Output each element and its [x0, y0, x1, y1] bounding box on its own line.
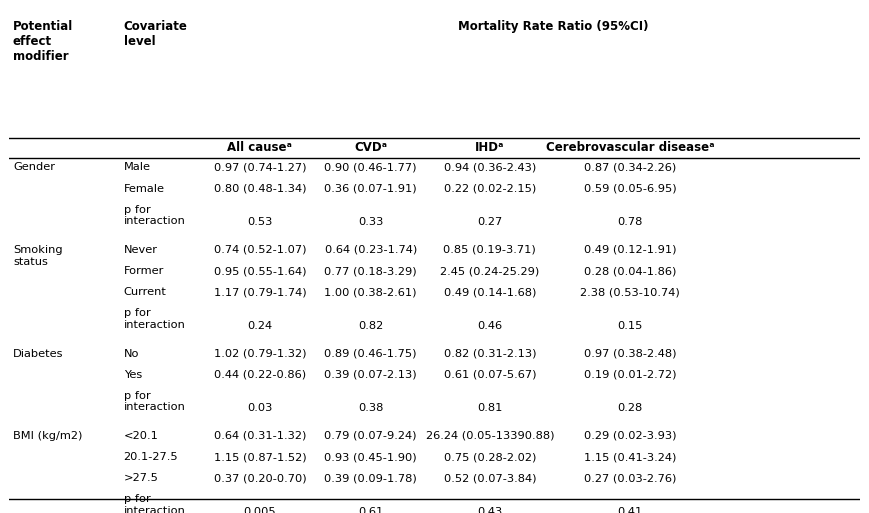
Text: Yes: Yes: [123, 370, 142, 380]
Text: 1.02 (0.79-1.32): 1.02 (0.79-1.32): [214, 348, 306, 359]
Text: 0.28: 0.28: [618, 403, 643, 413]
Text: Potential
effect
modifier: Potential effect modifier: [13, 20, 73, 63]
Text: 0.95 (0.55-1.64): 0.95 (0.55-1.64): [214, 266, 306, 276]
Text: 0.43: 0.43: [477, 507, 502, 513]
Text: 0.39 (0.09-1.78): 0.39 (0.09-1.78): [324, 473, 417, 483]
Text: 0.29 (0.02-3.93): 0.29 (0.02-3.93): [584, 431, 677, 441]
Text: 0.82: 0.82: [358, 321, 383, 331]
Text: 0.80 (0.48-1.34): 0.80 (0.48-1.34): [214, 184, 306, 193]
Text: 0.46: 0.46: [477, 321, 502, 331]
Text: 0.49 (0.12-1.91): 0.49 (0.12-1.91): [584, 245, 677, 255]
Text: 0.15: 0.15: [618, 321, 643, 331]
Text: 26.24 (0.05-13390.88): 26.24 (0.05-13390.88): [426, 431, 554, 441]
Text: BMI (kg/m2): BMI (kg/m2): [13, 431, 83, 441]
Text: 0.64 (0.23-1.74): 0.64 (0.23-1.74): [324, 245, 417, 255]
Text: 0.03: 0.03: [247, 403, 273, 413]
Text: Diabetes: Diabetes: [13, 348, 63, 359]
Text: Never: Never: [123, 245, 157, 255]
Text: 1.17 (0.79-1.74): 1.17 (0.79-1.74): [214, 287, 306, 297]
Text: 0.87 (0.34-2.26): 0.87 (0.34-2.26): [584, 163, 676, 172]
Text: 0.38: 0.38: [358, 403, 383, 413]
Text: >27.5: >27.5: [123, 473, 158, 483]
Text: 2.45 (0.24-25.29): 2.45 (0.24-25.29): [441, 266, 540, 276]
Text: p for
interaction: p for interaction: [123, 308, 186, 330]
Text: 1.00 (0.38-2.61): 1.00 (0.38-2.61): [324, 287, 417, 297]
Text: Current: Current: [123, 287, 167, 297]
Text: Cerebrovascular diseaseᵃ: Cerebrovascular diseaseᵃ: [546, 141, 714, 154]
Text: 0.005: 0.005: [243, 507, 276, 513]
Text: 0.85 (0.19-3.71): 0.85 (0.19-3.71): [443, 245, 536, 255]
Text: Smoking
status: Smoking status: [13, 245, 63, 267]
Text: 0.37 (0.20-0.70): 0.37 (0.20-0.70): [214, 473, 306, 483]
Text: 0.52 (0.07-3.84): 0.52 (0.07-3.84): [443, 473, 536, 483]
Text: 0.22 (0.02-2.15): 0.22 (0.02-2.15): [444, 184, 536, 193]
Text: 0.89 (0.46-1.75): 0.89 (0.46-1.75): [324, 348, 417, 359]
Text: CVDᵃ: CVDᵃ: [355, 141, 387, 154]
Text: <20.1: <20.1: [123, 431, 158, 441]
Text: 0.36 (0.07-1.91): 0.36 (0.07-1.91): [324, 184, 417, 193]
Text: 20.1-27.5: 20.1-27.5: [123, 452, 178, 462]
Text: 0.77 (0.18-3.29): 0.77 (0.18-3.29): [324, 266, 417, 276]
Text: 0.81: 0.81: [477, 403, 502, 413]
Text: Female: Female: [123, 184, 164, 193]
Text: p for
interaction: p for interaction: [123, 205, 186, 226]
Text: 0.39 (0.07-2.13): 0.39 (0.07-2.13): [324, 370, 417, 380]
Text: 0.61 (0.07-5.67): 0.61 (0.07-5.67): [443, 370, 536, 380]
Text: 1.15 (0.41-3.24): 1.15 (0.41-3.24): [584, 452, 677, 462]
Text: p for
interaction: p for interaction: [123, 495, 186, 513]
Text: Former: Former: [123, 266, 164, 276]
Text: 0.44 (0.22-0.86): 0.44 (0.22-0.86): [214, 370, 306, 380]
Text: No: No: [123, 348, 139, 359]
Text: 0.24: 0.24: [248, 321, 273, 331]
Text: 0.90 (0.46-1.77): 0.90 (0.46-1.77): [324, 163, 417, 172]
Text: IHDᵃ: IHDᵃ: [475, 141, 505, 154]
Text: 0.82 (0.31-2.13): 0.82 (0.31-2.13): [443, 348, 536, 359]
Text: 0.93 (0.45-1.90): 0.93 (0.45-1.90): [324, 452, 417, 462]
Text: Gender: Gender: [13, 163, 55, 172]
Text: 0.28 (0.04-1.86): 0.28 (0.04-1.86): [584, 266, 677, 276]
Text: All causeᵃ: All causeᵃ: [228, 141, 292, 154]
Text: 0.41: 0.41: [618, 507, 643, 513]
Text: 0.78: 0.78: [618, 218, 643, 227]
Text: 0.97 (0.38-2.48): 0.97 (0.38-2.48): [584, 348, 677, 359]
Text: 0.75 (0.28-2.02): 0.75 (0.28-2.02): [444, 452, 536, 462]
Text: 0.27 (0.03-2.76): 0.27 (0.03-2.76): [584, 473, 677, 483]
Text: 0.97 (0.74-1.27): 0.97 (0.74-1.27): [214, 163, 306, 172]
Text: Male: Male: [123, 163, 150, 172]
Text: p for
interaction: p for interaction: [123, 391, 186, 412]
Text: 0.94 (0.36-2.43): 0.94 (0.36-2.43): [444, 163, 536, 172]
Text: 0.74 (0.52-1.07): 0.74 (0.52-1.07): [214, 245, 306, 255]
Text: 0.53: 0.53: [247, 218, 273, 227]
Text: Mortality Rate Ratio (95%CI): Mortality Rate Ratio (95%CI): [459, 20, 649, 33]
Text: 0.64 (0.31-1.32): 0.64 (0.31-1.32): [214, 431, 306, 441]
Text: 0.27: 0.27: [477, 218, 502, 227]
Text: 0.59 (0.05-6.95): 0.59 (0.05-6.95): [584, 184, 677, 193]
Text: 0.79 (0.07-9.24): 0.79 (0.07-9.24): [324, 431, 417, 441]
Text: 0.49 (0.14-1.68): 0.49 (0.14-1.68): [444, 287, 536, 297]
Text: 0.61: 0.61: [358, 507, 383, 513]
Text: 0.33: 0.33: [358, 218, 383, 227]
Text: Covariate
level: Covariate level: [123, 20, 188, 48]
Text: 1.15 (0.87-1.52): 1.15 (0.87-1.52): [214, 452, 306, 462]
Text: 2.38 (0.53-10.74): 2.38 (0.53-10.74): [580, 287, 680, 297]
Text: 0.19 (0.01-2.72): 0.19 (0.01-2.72): [584, 370, 677, 380]
